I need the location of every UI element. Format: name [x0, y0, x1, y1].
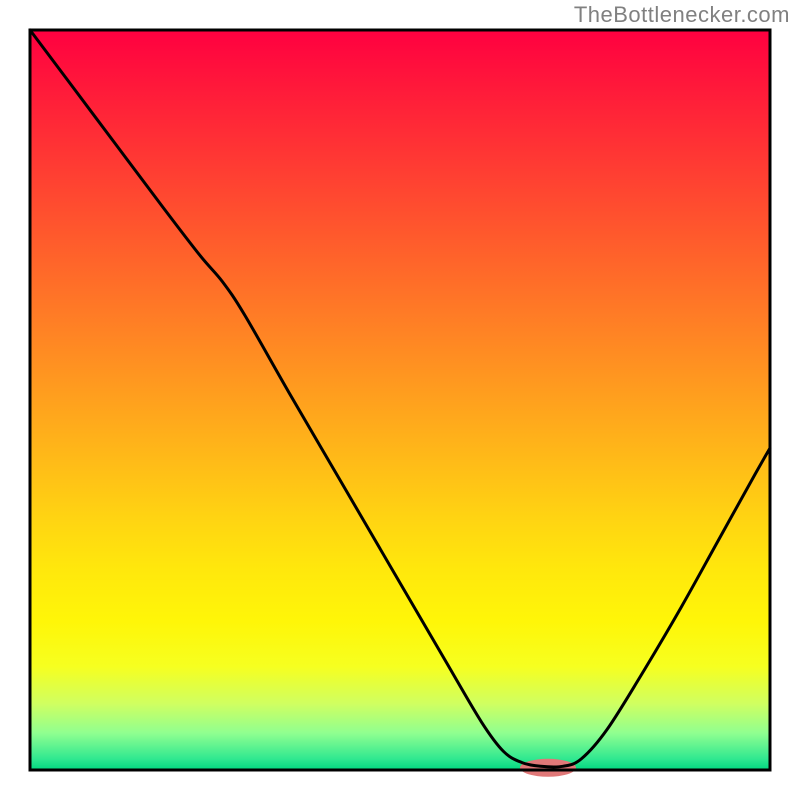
- chart-container: TheBottlenecker.com: [0, 0, 800, 800]
- chart-background: [30, 30, 770, 770]
- watermark-text: TheBottlenecker.com: [574, 2, 790, 28]
- bottleneck-chart: [0, 0, 800, 800]
